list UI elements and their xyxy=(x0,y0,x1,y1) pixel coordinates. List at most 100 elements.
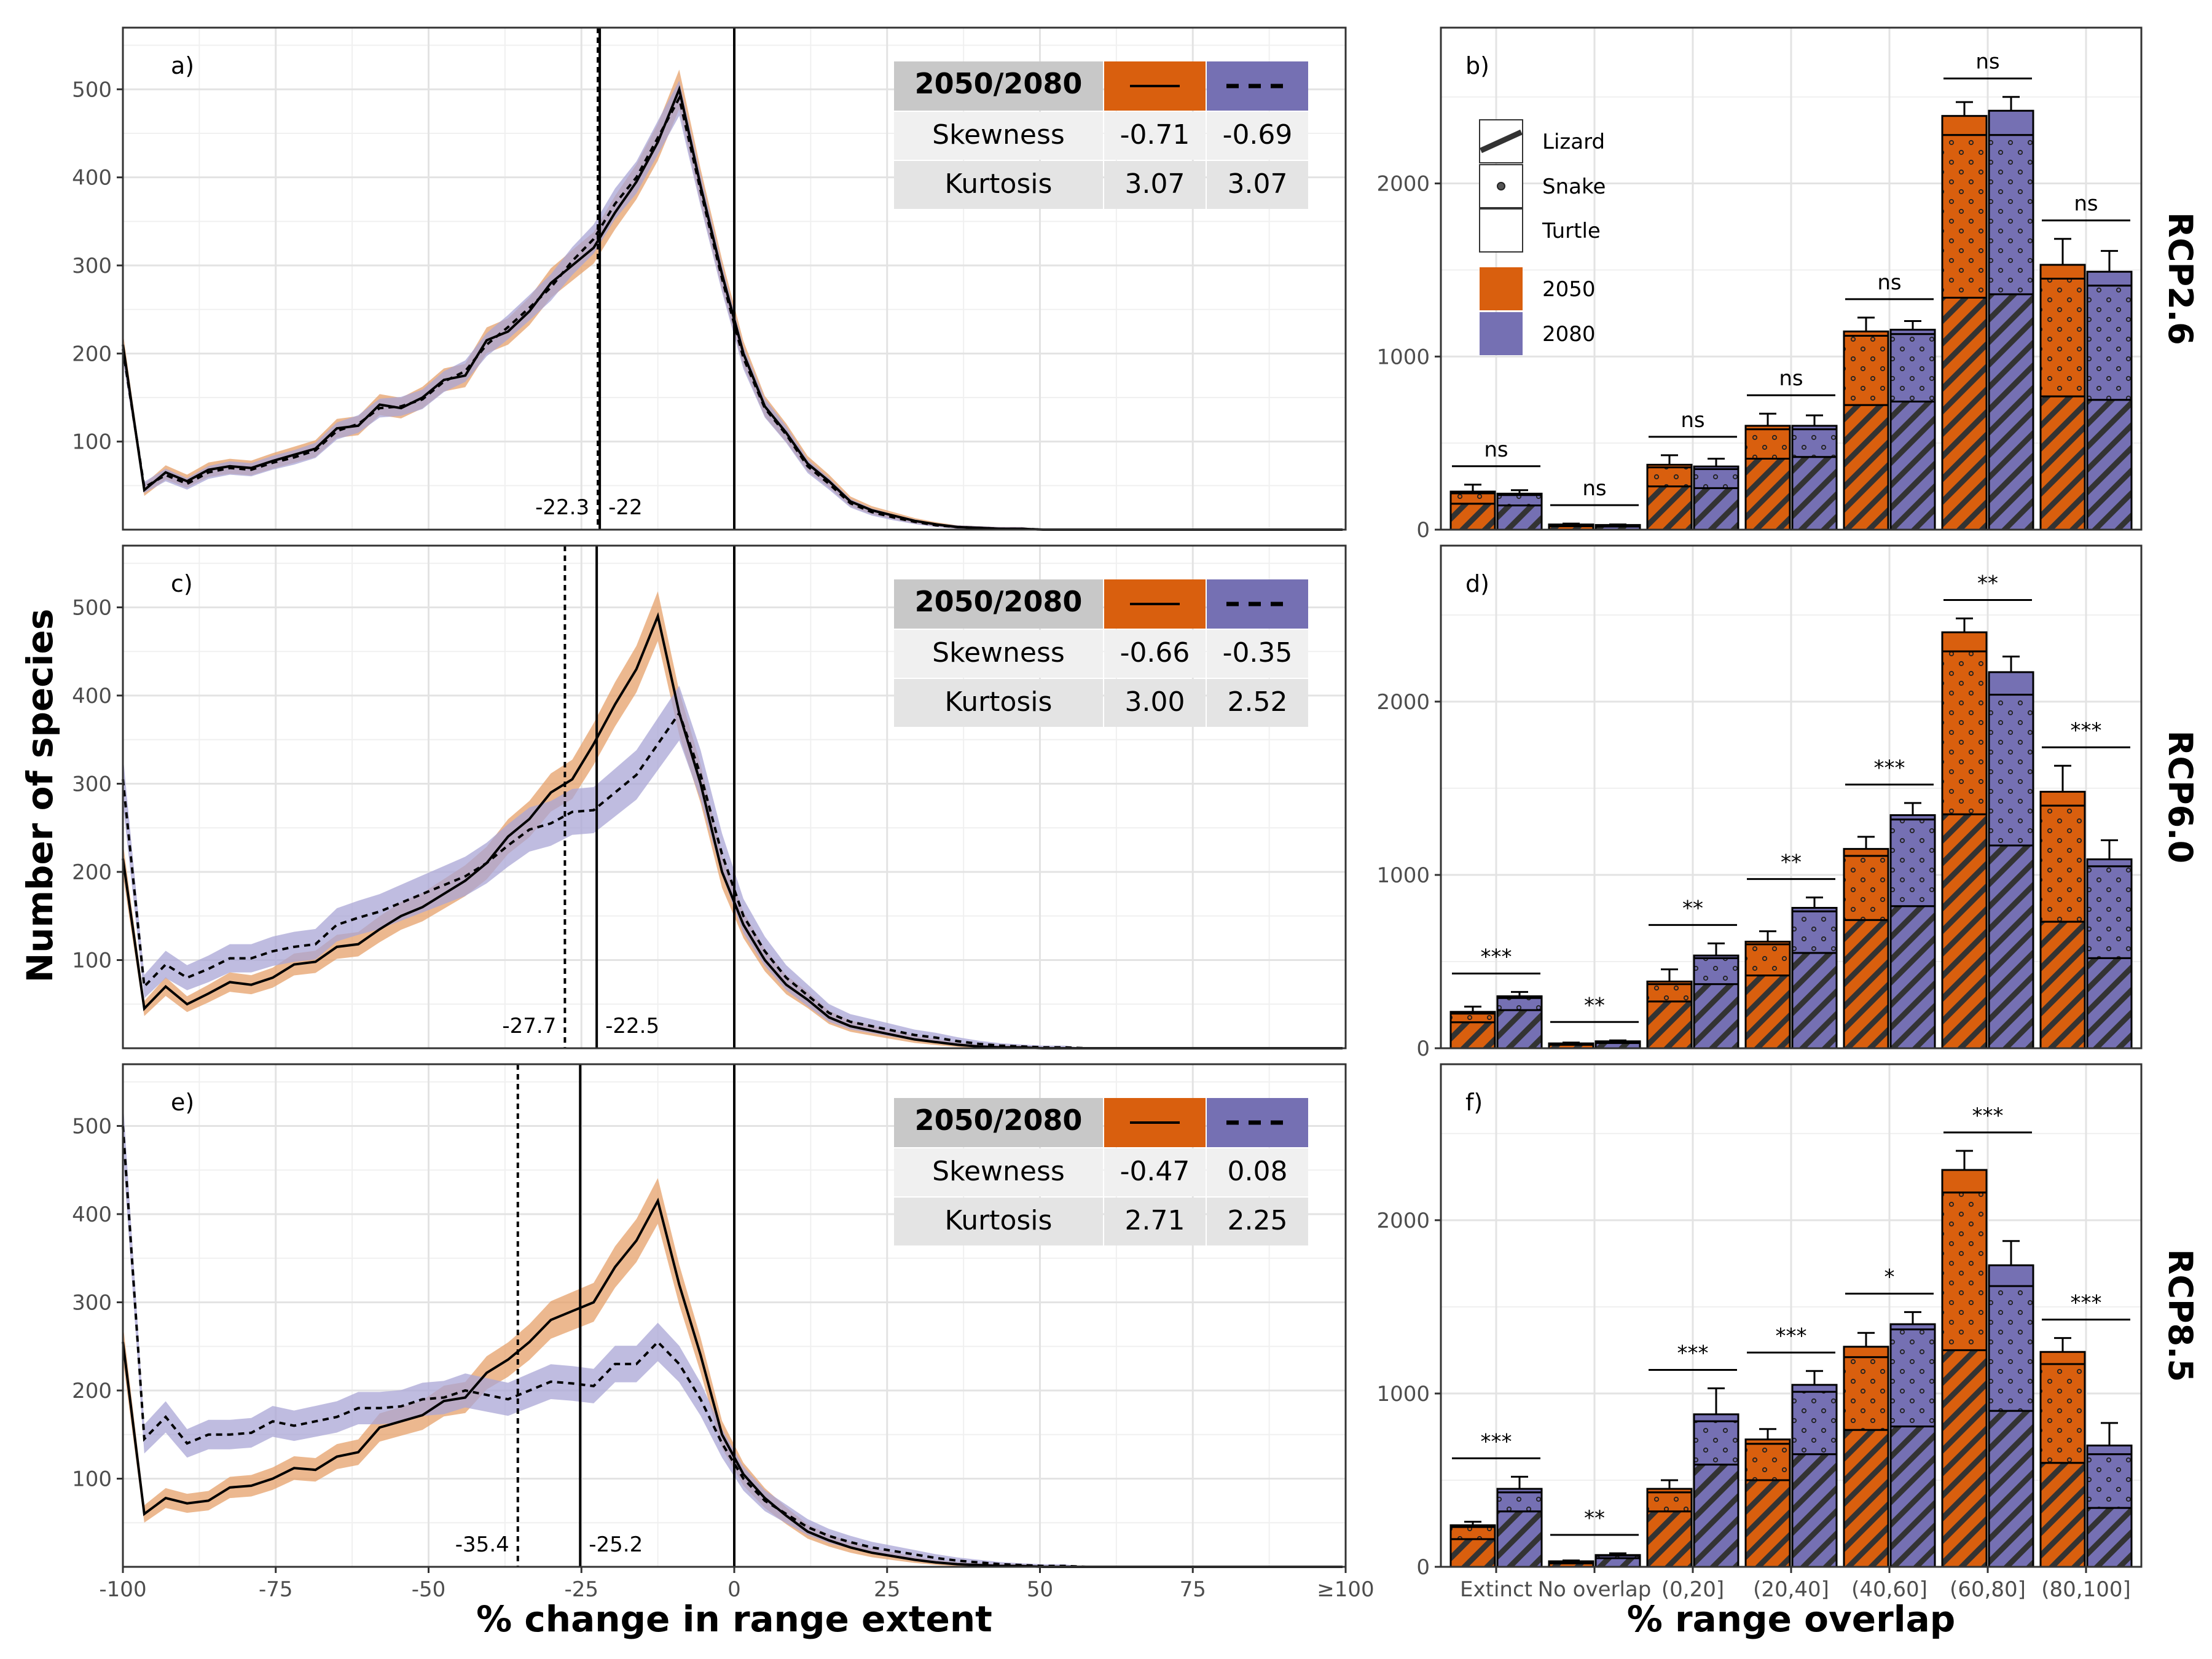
panel-label: a) xyxy=(171,52,194,79)
y-tick-label: 1000 xyxy=(1376,863,1430,888)
bar-pattern-snake xyxy=(1989,135,2033,294)
table-value: -0.66 xyxy=(1120,637,1190,669)
significance-label: ** xyxy=(1682,896,1703,920)
bar-pattern-snake xyxy=(2087,866,2132,959)
significance-label: ns xyxy=(1975,50,1999,74)
bar-pattern-snake xyxy=(1694,1421,1738,1465)
x-tick-label: -75 xyxy=(259,1577,293,1602)
bar-turtle-y2080 xyxy=(1792,425,1837,429)
table-cell xyxy=(1207,679,1308,727)
median-label: -35.4 xyxy=(455,1532,509,1557)
y-tick-label: 0 xyxy=(1416,1555,1430,1580)
legend-key-2050 xyxy=(1480,267,1523,310)
bar-turtle-y2080 xyxy=(1497,1489,1542,1492)
bar-pattern-snake xyxy=(1451,1527,1495,1539)
bar-pattern-lizard xyxy=(1549,526,1593,530)
table-header-cell xyxy=(894,1098,1103,1147)
table-header-text: 2050/2080 xyxy=(915,1104,1083,1137)
significance-label: *** xyxy=(1776,1324,1807,1348)
y-tick-label: 200 xyxy=(72,860,112,885)
bar-pattern-snake xyxy=(1596,1555,1640,1558)
bar-pattern-lizard xyxy=(1694,984,1738,1048)
bar-pattern-lizard xyxy=(1942,814,1986,1048)
bar-turtle-y2050 xyxy=(2041,264,2085,279)
bar-pattern-snake xyxy=(1844,855,1888,920)
significance-label: * xyxy=(1885,1265,1895,1289)
bar-pattern-snake xyxy=(1989,1286,2033,1411)
bar-pattern-lizard xyxy=(2087,958,2132,1048)
bar-pattern-snake xyxy=(1792,429,1837,457)
legend-label: Snake xyxy=(1542,175,1606,199)
stats-table: 2050/2080 Skewness -0.66 -0.35 Kurtosis 3.00 2… xyxy=(894,579,1308,727)
bar-pattern-lizard xyxy=(1942,1350,1986,1567)
bar-pattern-snake xyxy=(2041,1363,2085,1463)
significance-label: ns xyxy=(1877,270,1901,295)
table-value: -0.71 xyxy=(1120,119,1190,151)
bar-turtle-y2080 xyxy=(1694,466,1738,469)
bar-pattern-lizard xyxy=(1497,1511,1542,1567)
legend-label: 2080 xyxy=(1542,322,1596,347)
bar-pattern-snake xyxy=(2087,285,2132,400)
bar-pattern-snake xyxy=(1942,651,1986,815)
bar-turtle-y2080 xyxy=(1989,1265,2033,1287)
bar-outline xyxy=(1496,995,1543,999)
bar-pattern-lizard xyxy=(1451,1539,1495,1567)
bar-pattern-lizard xyxy=(1989,294,2033,530)
series-line-2080 xyxy=(122,710,1343,1049)
bar-turtle-y2080 xyxy=(2087,272,2132,286)
bar-pattern-snake xyxy=(2087,1454,2132,1508)
y-tick-label: 100 xyxy=(72,948,112,973)
significance-label: ** xyxy=(1584,993,1605,1018)
bar-pattern-snake xyxy=(1942,1192,1986,1351)
bar-turtle-y2050 xyxy=(2041,1352,2085,1364)
table-value: -0.69 xyxy=(1223,119,1293,151)
y-tick-label: 500 xyxy=(72,595,112,620)
table-cell xyxy=(1104,679,1206,727)
panel-label: d) xyxy=(1465,570,1489,597)
table-cell xyxy=(1104,1148,1206,1196)
table-cell xyxy=(1207,112,1308,160)
y-tick-label: 400 xyxy=(72,166,112,190)
bar-pattern-lizard xyxy=(1549,1045,1593,1048)
bar-pattern-lizard xyxy=(1844,920,1888,1048)
bar-turtle-y2080 xyxy=(1989,111,2033,135)
x-tick-label: (80,100] xyxy=(2041,1577,2131,1602)
facet-strip-label: RCP8.5 xyxy=(2161,1249,2200,1382)
bar-turtle-y2050 xyxy=(1746,1439,1790,1444)
table-row-label: Kurtosis xyxy=(945,686,1053,718)
bar-turtle-y2080 xyxy=(1792,1384,1837,1392)
bar-pattern-snake xyxy=(1844,1357,1888,1430)
bar-turtle-y2050 xyxy=(1647,981,1692,984)
median-label: -27.7 xyxy=(502,1014,556,1038)
legend-label: 2050 xyxy=(1542,277,1596,302)
bar-turtle-y2050 xyxy=(1844,849,1888,856)
significance-label: ns xyxy=(1779,366,1803,391)
bar-turtle-y2050 xyxy=(1647,465,1692,468)
y-tick-label: 400 xyxy=(72,1202,112,1227)
bar-pattern-lizard xyxy=(2087,399,2132,530)
bar-turtle-y2080 xyxy=(1694,955,1738,959)
table-row-label: Skewness xyxy=(932,637,1065,669)
stats-table: 2050/2080 Skewness -0.47 0.08 Kurtosis 2.71 2.… xyxy=(894,1098,1308,1245)
y-tick-label: 300 xyxy=(72,1290,112,1315)
x-tick-label: 75 xyxy=(1180,1577,1206,1602)
bar-pattern-lizard xyxy=(1792,457,1837,530)
bar-pattern-lizard xyxy=(2041,396,2085,530)
y-tick-label: 1000 xyxy=(1376,1382,1430,1406)
table-cell xyxy=(1104,1198,1206,1245)
bar-pattern-snake xyxy=(1647,1492,1692,1512)
bar-pattern-snake xyxy=(1451,1013,1495,1022)
x-tick-label: -25 xyxy=(564,1577,598,1602)
table-row-label: Skewness xyxy=(932,1156,1065,1187)
bar-pattern-lizard xyxy=(1891,401,1935,530)
bar-pattern-lizard xyxy=(1746,458,1790,530)
bar-pattern-snake xyxy=(1792,911,1837,953)
x-tick-label: Extinct xyxy=(1460,1577,1532,1602)
bar-pattern-lizard xyxy=(1497,505,1542,530)
legend-label: Turtle xyxy=(1542,219,1601,243)
legend-hatch-mark xyxy=(1480,129,1523,154)
x-axis-title-left: % change in range extent xyxy=(476,1598,992,1640)
bar-legend: Lizard Snake Turtle 2050 2080 xyxy=(1479,119,1606,355)
bar-pattern-lizard xyxy=(1844,405,1888,530)
median-label: -22.3 xyxy=(535,495,589,520)
